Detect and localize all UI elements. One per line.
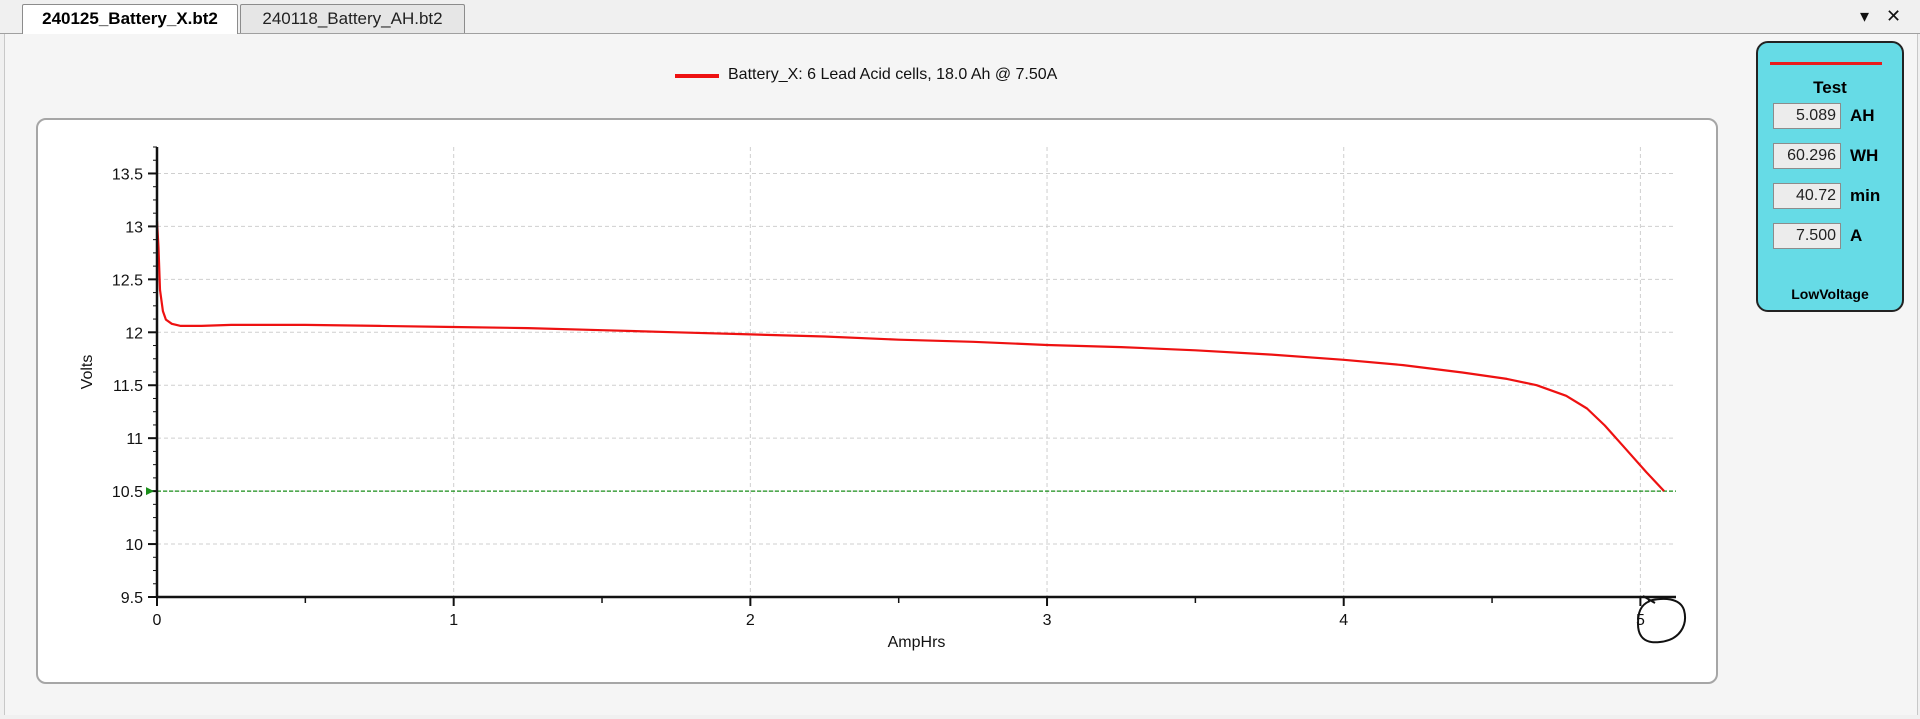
tab-battery-x[interactable]: 240125_Battery_X.bt2 — [22, 4, 238, 34]
legend-label: Battery_X: 6 Lead Acid cells, 18.0 Ah @ … — [728, 66, 1058, 83]
tab-bar: 240125_Battery_X.bt2 240118_Battery_AH.b… — [0, 0, 1920, 34]
hand-drawn-circle — [1636, 597, 1686, 644]
panel-series-line — [1770, 62, 1882, 65]
legend-swatch — [675, 74, 719, 78]
x-tick-label: 1 — [449, 612, 458, 629]
chart-frame — [36, 118, 1718, 684]
y-tick-label: 10 — [125, 537, 143, 554]
amps-unit-label: A — [1850, 226, 1863, 245]
series-line — [155, 221, 1665, 492]
x-tick-label: 2 — [746, 612, 755, 629]
x-tick-label: 3 — [1043, 612, 1052, 629]
test-results-panel: Test 5.089 AH 60.296 WH 40.72 min 7.500 … — [1756, 41, 1904, 312]
y-tick-label: 12 — [125, 325, 143, 342]
y-tick-label: 11 — [126, 431, 143, 448]
wh-unit-label: WH — [1850, 146, 1879, 165]
amps-value-field: 7.500 — [1773, 223, 1841, 249]
tab-battery-ah[interactable]: 240118_Battery_AH.bt2 — [240, 4, 465, 33]
y-tick-label: 10.5 — [112, 484, 143, 501]
y-tick-label: 11.5 — [113, 378, 143, 395]
dropdown-icon[interactable]: ▾ — [1860, 6, 1870, 26]
hand-drawn-mark — [1642, 595, 1656, 604]
wh-value-field: 60.296 — [1773, 143, 1841, 169]
y-tick-label: 9.5 — [121, 590, 143, 607]
x-axis-title: AmpHrs — [888, 634, 946, 651]
panel-title: Test — [1813, 78, 1847, 97]
min-unit-label: min — [1850, 186, 1881, 205]
y-tick-label: 12.5 — [112, 272, 143, 289]
ah-unit-label: AH — [1850, 106, 1875, 125]
ah-value-field: 5.089 — [1773, 103, 1841, 129]
panel-status: LowVoltage — [1791, 286, 1869, 302]
y-axis-title: Volts — [79, 355, 96, 390]
min-value-field: 40.72 — [1773, 183, 1841, 209]
close-icon[interactable]: ✕ — [1886, 6, 1902, 26]
x-tick-label: 0 — [153, 612, 162, 629]
y-tick-label: 13 — [125, 219, 143, 236]
tab-bar-divider — [0, 33, 1920, 34]
x-tick-label: 4 — [1339, 612, 1348, 629]
x-tick-label: 5 — [1636, 612, 1645, 629]
y-tick-label: 13.5 — [112, 166, 143, 183]
threshold-marker — [146, 487, 154, 496]
